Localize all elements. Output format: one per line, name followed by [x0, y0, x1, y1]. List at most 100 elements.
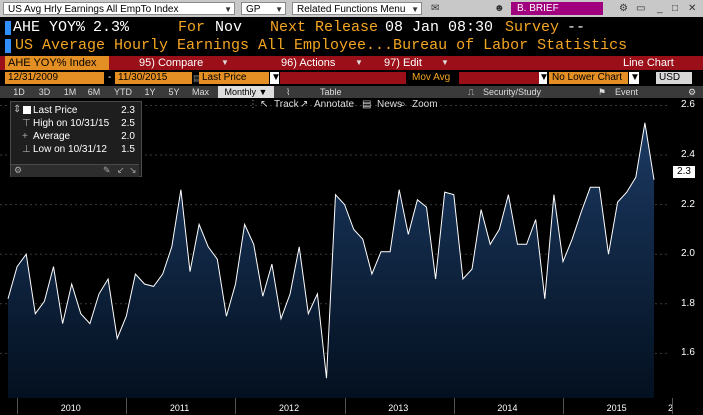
low-marker-icon: ⊥ — [22, 144, 31, 155]
legend-label: Last Price — [33, 105, 78, 116]
period-1d-button[interactable]: 1D — [13, 87, 25, 97]
period-max-button[interactable]: Max — [191, 87, 209, 97]
top-toolbar: US Avg Hrly Earnings All EmpTo Index ▼ G… — [0, 0, 703, 17]
currency-text: USD — [659, 72, 681, 83]
period-1y-button[interactable]: 1Y — [144, 87, 156, 97]
event-flag-icon[interactable]: ⚑ — [598, 87, 607, 97]
message-icon[interactable]: ✉ — [431, 3, 440, 14]
security-study-button[interactable]: Security/Study — [483, 87, 542, 97]
dropdown-arrow-icon: ▼ — [258, 87, 268, 97]
table-button[interactable]: Table — [320, 87, 342, 97]
start-date-field[interactable]: 12/31/2009 — [5, 72, 104, 84]
field-selector-text: Last Price — [202, 72, 247, 83]
legend-row-high: ⊤ High on 10/31/15 2.5 — [11, 118, 139, 130]
last-value: 2.3% — [93, 19, 130, 36]
news-icon[interactable]: ▤ — [362, 99, 372, 110]
settings-icon[interactable]: ⚙ — [619, 3, 628, 14]
period-5y-button[interactable]: 5Y — [168, 87, 180, 97]
line-chart-icon[interactable]: ⌇ — [286, 87, 291, 97]
track-icon[interactable]: ↖ — [260, 99, 269, 110]
calendar-icon[interactable]: ▤ — [193, 73, 202, 83]
ticker: AHE YOY% — [13, 19, 86, 36]
news-button[interactable]: News — [377, 99, 403, 110]
dropdown-arrow-icon[interactable]: ▼ — [270, 72, 281, 84]
zoom-button[interactable]: Zoom — [412, 99, 438, 110]
x-tick-label: 2010 — [60, 403, 81, 413]
security-selector[interactable]: US Avg Hrly Earnings All EmpTo Index ▼ — [3, 2, 235, 15]
date-separator: - — [108, 72, 112, 83]
high-marker-icon: ⊤ — [22, 118, 31, 129]
period-3d-button[interactable]: 3D — [38, 87, 51, 97]
settings-icon[interactable]: ⚙ — [688, 87, 697, 97]
annotate-icon[interactable]: ↗ — [300, 99, 309, 110]
actions-menu[interactable]: 96) Actions — [281, 57, 336, 69]
expand-icon[interactable]: ↘ — [129, 165, 137, 175]
average-marker-icon: + — [22, 131, 28, 142]
year-separator — [126, 398, 127, 414]
y-tick-label: 2.4 — [681, 149, 695, 161]
period-value: Nov — [215, 19, 243, 36]
y-tick-label: 2.6 — [681, 99, 695, 111]
dropdown-arrow-icon: ▼ — [275, 5, 283, 14]
related-functions-text: Related Functions Menu — [297, 4, 406, 15]
brief-button[interactable]: B. BRIEF — [511, 2, 603, 15]
field-selector[interactable]: Last Price — [199, 72, 269, 84]
y-tick-label: 2.0 — [681, 248, 695, 260]
x-tick-label: 2012 — [279, 403, 300, 413]
year-separator — [345, 398, 346, 414]
legend-value: 1.5 — [121, 144, 135, 155]
chart-type-label: Line Chart — [623, 57, 674, 69]
annotate-button[interactable]: Annotate — [314, 99, 355, 110]
year-separator — [454, 398, 455, 414]
settings-icon[interactable]: ⚙ — [14, 165, 23, 175]
x-tick-label: 2 — [668, 403, 674, 413]
lower-chart-selector[interactable]: No Lower Chart — [549, 72, 628, 84]
edit-menu[interactable]: 97) Edit — [384, 57, 422, 69]
next-release-value: 08 Jan 08:30 — [385, 19, 494, 36]
last-value-tag: 2.3 — [673, 166, 695, 178]
currency-selector[interactable]: USD — [656, 72, 692, 84]
x-tick-label: 2013 — [388, 403, 409, 413]
close-icon[interactable]: ✕ — [688, 3, 697, 14]
user-icon[interactable]: ☻ — [494, 3, 505, 14]
description-indicator — [5, 39, 11, 53]
mov-avg-label: Mov Avg — [412, 72, 451, 83]
series-swatch — [23, 106, 31, 114]
dock-icon[interactable]: ▭ — [636, 3, 646, 14]
zoom-icon[interactable]: ⌕ — [400, 99, 406, 110]
start-date-text: 12/31/2009 — [8, 72, 59, 83]
security-field[interactable]: AHE YOY% Index — [5, 56, 109, 70]
event-button[interactable]: Event — [615, 87, 639, 97]
period-ytd-button[interactable]: YTD — [114, 87, 132, 97]
collapse-icon[interactable]: ↙ — [117, 165, 125, 175]
x-tick-label: 2011 — [169, 403, 190, 413]
minimize-icon[interactable]: _ — [657, 3, 663, 14]
period-1m-button[interactable]: 1M — [63, 87, 77, 97]
pin-icon[interactable]: ✎ — [103, 165, 111, 175]
track-button[interactable]: Track — [274, 99, 299, 110]
study-icon[interactable]: ⎍ — [468, 87, 475, 97]
compare-menu[interactable]: 95) Compare — [139, 57, 204, 69]
dropdown-arrow-icon: ▼ — [411, 5, 419, 14]
quote-header: AHE YOY% 2.3% For Nov Next Release 08 Ja… — [0, 19, 703, 37]
legend-value: 2.0 — [121, 131, 135, 142]
legend-label: Average — [33, 131, 71, 142]
period-6m-button[interactable]: 6M — [87, 87, 101, 97]
series-line — [7, 122, 655, 379]
dropdown-arrow-icon[interactable]: ▼ — [629, 72, 640, 84]
security-selector-text: US Avg Hrly Earnings All EmpTo Index — [8, 4, 179, 15]
end-date-field[interactable]: 11/30/2015 — [115, 72, 192, 84]
maximize-icon[interactable]: □ — [672, 3, 679, 14]
mov-avg-dropdown-icon[interactable]: ▼ — [539, 72, 549, 84]
dropdown-arrow-icon: ▼ — [441, 58, 449, 67]
year-separator — [235, 398, 236, 414]
year-separator — [672, 398, 673, 414]
security-indicator — [5, 21, 11, 35]
function-selector[interactable]: GP ▼ — [241, 2, 286, 15]
frequency-selector[interactable]: Monthly ▼ — [218, 86, 274, 98]
dropdown-arrow-icon: ▼ — [221, 58, 229, 67]
legend-label: Low on 10/31/12 — [33, 144, 107, 155]
legend-value: 2.5 — [121, 118, 135, 129]
legend-grip-icon[interactable]: ⇕ — [13, 104, 22, 115]
related-functions-menu[interactable]: Related Functions Menu ▼ — [292, 2, 422, 15]
